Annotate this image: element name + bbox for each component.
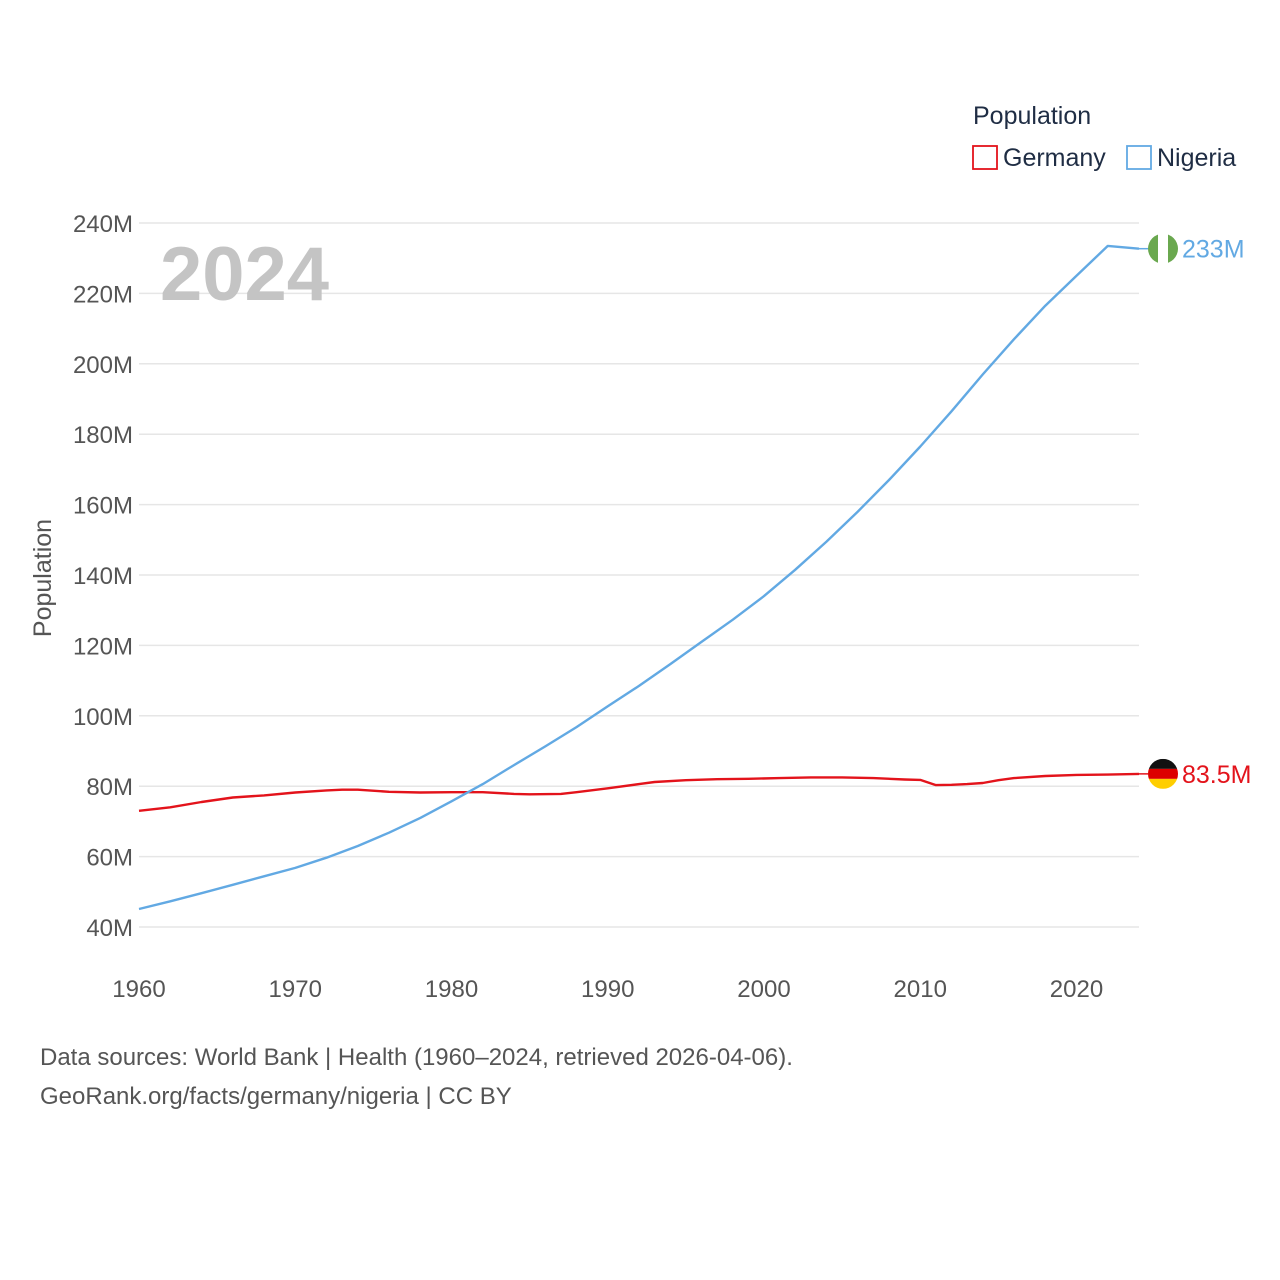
x-tick-label: 2010 <box>894 976 947 1003</box>
y-tick-label: 180M <box>73 422 133 449</box>
legend-swatch-nigeria <box>1126 145 1152 170</box>
legend-swatch-germany <box>972 145 998 170</box>
y-tick-label: 220M <box>73 281 133 308</box>
y-axis-ticks: 40M 60M 80M 100M 120M 140M 160M 180M 200M 220M 240… <box>73 211 133 942</box>
x-tick-label: 2020 <box>1050 976 1103 1003</box>
y-tick-label: 240M <box>73 211 133 238</box>
footer-data-sources: Data sources: World Bank | Health (1960–… <box>40 1044 793 1071</box>
x-axis-ticks: 1960 1970 1980 1990 2000 2010 2020 <box>112 976 1103 1003</box>
chart-year-title: 2024 <box>160 232 329 317</box>
series-line-nigeria[interactable] <box>138 244 1140 911</box>
series-lines <box>138 244 1140 911</box>
y-tick-label: 60M <box>86 845 133 872</box>
legend-label-nigeria: Nigeria <box>1157 144 1236 172</box>
legend-title: Population <box>973 102 1091 130</box>
series-end-markers: 83.5M 233M <box>1139 233 1251 789</box>
nigeria-flag-icon <box>1148 233 1178 264</box>
y-tick-label: 120M <box>73 633 133 660</box>
y-tick-label: 80M <box>86 774 133 801</box>
y-tick-label: 160M <box>73 493 133 520</box>
footer-attribution[interactable]: GeoRank.org/facts/germany/nigeria | CC B… <box>40 1083 512 1110</box>
x-tick-label: 1990 <box>581 976 634 1003</box>
legend-item-nigeria[interactable]: Nigeria <box>1126 144 1236 172</box>
end-label-germany: 83.5M <box>1182 761 1251 789</box>
line-chart: 40M 60M 80M 100M 120M 140M 160M 180M 200M 220M 240… <box>29 102 1251 1003</box>
y-tick-label: 40M <box>86 915 133 942</box>
y-tick-label: 140M <box>73 563 133 590</box>
legend: Population Germany Nigeria <box>972 102 1236 172</box>
end-label-nigeria: 233M <box>1182 236 1245 264</box>
legend-item-germany[interactable]: Germany <box>972 144 1106 172</box>
y-tick-label: 100M <box>73 704 133 731</box>
gridlines <box>139 222 1139 928</box>
x-tick-label: 2000 <box>737 976 790 1003</box>
x-tick-label: 1970 <box>269 976 322 1003</box>
y-axis-label: Population <box>29 519 57 637</box>
series-line-germany[interactable] <box>138 772 1140 812</box>
legend-label-germany: Germany <box>1003 144 1106 172</box>
y-tick-label: 200M <box>73 352 133 379</box>
x-tick-label: 1960 <box>112 976 165 1003</box>
x-tick-label: 1980 <box>425 976 478 1003</box>
germany-flag-icon <box>1148 758 1178 789</box>
